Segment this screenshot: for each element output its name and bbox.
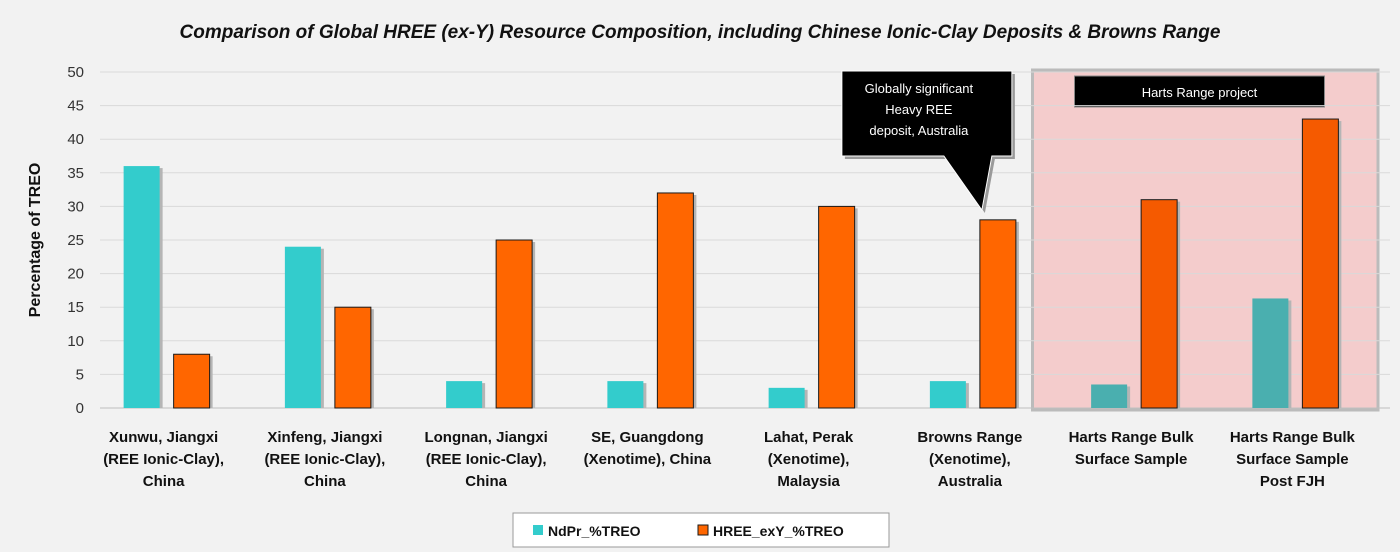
legend-swatch [697,524,709,536]
y-tick-label: 50 [67,64,84,81]
x-category-label: (REE Ionic-Clay), [426,451,547,468]
bar-HREE_exY_%TREO [818,205,856,409]
legend-swatch [533,525,543,535]
x-category-label: (Xenotime), [929,451,1011,468]
bar-NdPr_%TREO [607,381,644,408]
bar-NdPr_%TREO [123,166,160,408]
bar-HREE_exY_%TREO [495,239,533,409]
x-category-label: (REE Ionic-Clay), [264,451,385,468]
x-category-label: Australia [938,473,1003,490]
bar-NdPr_%TREO [446,381,483,408]
x-category-label: Xunwu, Jiangxi [109,429,218,446]
y-tick-label: 5 [76,366,84,383]
x-category-label: Surface Sample [1236,451,1349,468]
bar-NdPr_%TREO [284,246,321,408]
x-category-label: (Xenotime), [768,451,850,468]
bar-NdPr_%TREO [768,387,805,408]
x-category-label: Lahat, Perak [764,429,854,446]
x-category-label: Xinfeng, Jiangxi [267,429,382,446]
bar-HREE_exY_%TREO [656,192,694,409]
y-tick-label: 20 [67,266,84,283]
x-category-label: China [304,473,346,490]
bar-HREE_exY_%TREO [1301,118,1339,409]
callout-text: Globally significant [865,81,974,96]
x-category-label: Harts Range Bulk [1069,429,1195,446]
y-tick-label: 15 [67,299,84,316]
y-tick-label: 10 [67,333,84,350]
bar-HREE_exY_%TREO [979,219,1017,409]
y-tick-label: 0 [76,400,84,417]
bar-NdPr_%TREO [1091,384,1128,408]
callout-text: Heavy REE [885,102,953,117]
callout-text: deposit, Australia [869,123,969,138]
y-tick-label: 30 [67,198,84,215]
bar-NdPr_%TREO [929,381,966,408]
bar-NdPr_%TREO [1252,298,1289,408]
x-category-label: Harts Range Bulk [1230,429,1356,446]
x-category-label: Longnan, Jiangxi [424,429,547,446]
bar-HREE_exY_%TREO [334,306,372,409]
y-axis-label: Percentage of TREO [27,163,44,318]
bar-HREE_exY_%TREO [1140,199,1178,409]
x-category-label: (Xenotime), China [584,451,712,468]
x-category-label: Surface Sample [1075,451,1188,468]
x-category-label: China [465,473,507,490]
y-tick-label: 25 [67,232,84,249]
y-tick-label: 35 [67,165,84,182]
legend-label: NdPr_%TREO [548,523,641,539]
legend-label: HREE_exY_%TREO [713,523,844,539]
x-category-label: (REE Ionic-Clay), [103,451,224,468]
chart-title: Comparison of Global HREE (ex-Y) Resourc… [180,22,1221,43]
highlight-region-label-box [1074,75,1325,108]
x-category-label: SE, Guangdong [591,429,704,446]
y-tick-label: 45 [67,98,84,115]
y-tick-label: 40 [67,131,84,148]
highlight-region-label: Harts Range project [1142,85,1258,100]
x-category-label: Browns Range [917,429,1022,446]
x-category-label: Malaysia [777,473,840,490]
bar-HREE_exY_%TREO [173,353,211,409]
callout-box [841,70,1013,212]
x-category-label: China [143,473,185,490]
x-category-label: Post FJH [1260,473,1325,490]
